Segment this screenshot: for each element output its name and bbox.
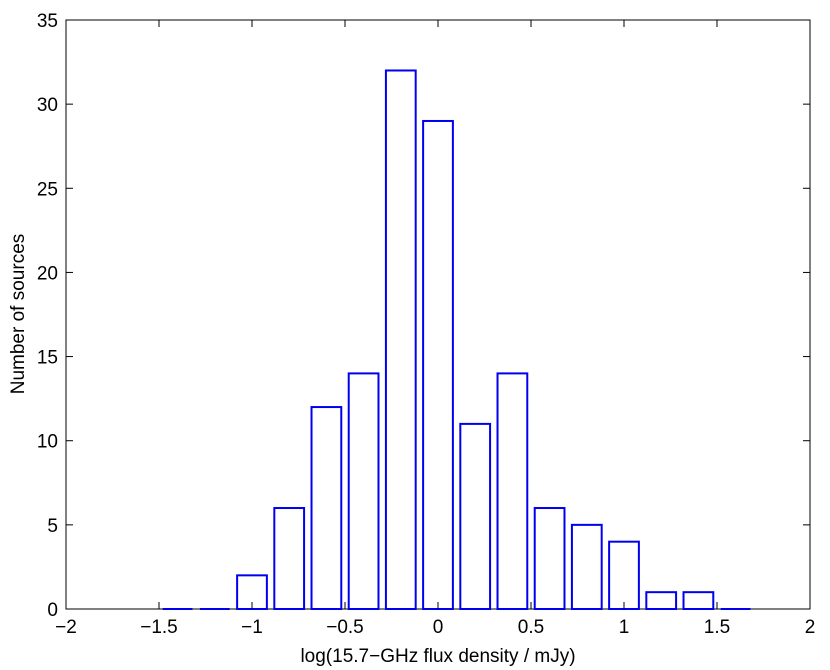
x-tick-label: −1.5	[140, 617, 178, 638]
x-tick-label: 1	[619, 617, 630, 638]
x-tick-label: 1.5	[704, 617, 730, 638]
histogram-bar	[273, 507, 306, 610]
histogram-bar	[682, 591, 715, 611]
x-tick-label: 0.5	[518, 617, 544, 638]
histogram-bar	[384, 69, 417, 610]
y-tick-label: 30	[37, 95, 58, 116]
y-tick-label: 35	[37, 11, 58, 32]
histogram-bar	[570, 523, 603, 610]
histogram-bar	[459, 422, 492, 610]
y-tick-label: 10	[37, 432, 58, 453]
x-tick-label: −2	[55, 617, 77, 638]
x-tick-label: −0.5	[326, 617, 364, 638]
y-axis-label: Number of sources	[8, 234, 29, 395]
histogram-bar	[533, 507, 566, 610]
plot-area	[65, 19, 811, 610]
x-tick-label: 2	[805, 617, 816, 638]
y-tick-label: 25	[37, 179, 58, 200]
y-axis-ticks: 0 5 10 15 20 25 30 35	[37, 11, 810, 621]
histogram-bar	[310, 406, 343, 610]
histogram-bar	[347, 372, 380, 610]
y-tick-label: 0	[47, 600, 58, 621]
x-tick-label: −1	[241, 617, 263, 638]
x-axis-ticks: −2 −1.5 −1 −0.5 0 0.5 1 1.5 2	[55, 20, 815, 638]
histogram-bar	[496, 372, 529, 610]
y-tick-label: 15	[37, 348, 58, 369]
x-axis-label: log(15.7−GHz flux density / mJy)	[300, 646, 575, 667]
y-tick-label: 20	[37, 263, 58, 284]
histogram-bar	[645, 591, 678, 611]
y-tick-label: 5	[47, 516, 58, 537]
x-tick-label: 0	[433, 617, 444, 638]
